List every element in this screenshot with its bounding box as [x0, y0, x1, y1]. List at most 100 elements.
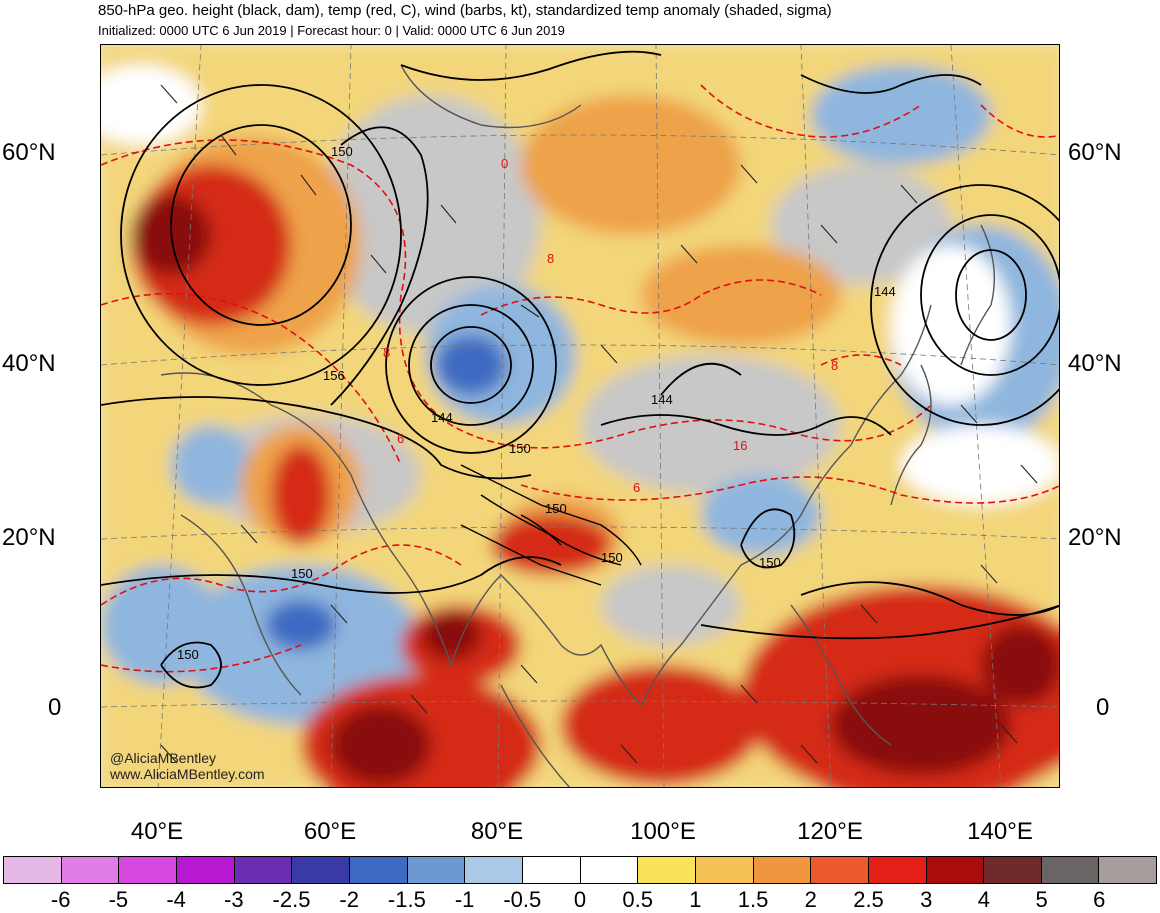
plateau-contours — [460, 464, 642, 586]
height-label: 150 — [759, 555, 781, 570]
colorbar-swatch — [1099, 857, 1157, 883]
colorbar-tick-label: 3 — [920, 887, 933, 912]
colorbar-swatch — [695, 857, 754, 883]
coastlines — [160, 64, 995, 787]
height-label: 150 — [177, 647, 199, 662]
shade-vhot-india — [421, 610, 481, 660]
colorbar-tick-label: -6 — [50, 887, 71, 912]
colorbar-swatch — [61, 857, 120, 883]
shade-neutral-ural — [321, 95, 541, 335]
temp-label: 8 — [831, 358, 838, 373]
colorbar-swatch — [349, 857, 408, 883]
lat-label-60n-left: 60°N — [2, 139, 56, 166]
temp-label: 8 — [383, 345, 390, 360]
shade-white-japan — [891, 245, 1011, 405]
colorbar-tick-label: -1 — [454, 887, 475, 912]
colorbar-swatch — [119, 857, 177, 883]
colorbar-tick-label: 6 — [1093, 887, 1106, 912]
colorbar-tick-label: -3 — [224, 887, 244, 912]
height-labels: 150 156 144 150 144 150 150 150 150 150 … — [177, 144, 896, 662]
colorbar-tick-label: 5 — [1035, 887, 1048, 912]
shade-hot-zagros — [271, 445, 331, 545]
colorbar-swatch — [4, 857, 62, 883]
colorbar-swatch — [926, 857, 985, 883]
height-label: 150 — [545, 501, 567, 516]
height-label: 150 — [331, 144, 353, 159]
lon-label-40e: 40°E — [130, 818, 184, 845]
colorbar-swatch — [407, 857, 466, 883]
shade-neutral-china — [581, 355, 841, 495]
shade-cool-africa — [101, 565, 221, 685]
colorbar-tick-label: -0.5 — [503, 887, 542, 912]
colorbar-tick-label: 0 — [573, 887, 587, 912]
lon-label-80e: 80°E — [470, 818, 524, 845]
map-panel: 150 156 144 150 144 150 150 150 150 150 … — [100, 44, 1060, 788]
colorbar-swatch — [638, 857, 696, 883]
colorbar-tick-label: 2 — [804, 887, 817, 912]
colorbar-tick-label: 0.5 — [622, 887, 653, 912]
height-label: 150 — [291, 566, 313, 581]
lat-label-20n-right: 20°N — [1068, 524, 1122, 551]
lat-label-40n-left: 40°N — [2, 350, 56, 377]
shade-vhot-ocean — [331, 705, 431, 785]
temp-label: 8 — [547, 251, 554, 266]
lat-label-eq-left: 0 — [48, 694, 62, 721]
colorbar-swatch — [1041, 857, 1100, 883]
colorbar-swatch — [465, 857, 523, 883]
shade-cold-core — [436, 335, 506, 395]
lon-label-140e: 140°E — [967, 818, 1033, 845]
chart-title: 850-hPa geo. height (black, dam), temp (… — [98, 2, 832, 19]
colorbar-tick-label: 2.5 — [853, 887, 884, 912]
shade-mid-mongolia — [641, 245, 841, 345]
colorbar-tick-label: 1 — [689, 887, 702, 912]
height-label: 156 — [323, 368, 345, 383]
chart-subtitle: Initialized: 0000 UTC 6 Jun 2019 | Forec… — [98, 23, 565, 38]
temp-label: 6 — [397, 431, 404, 446]
height-label: 150 — [509, 441, 531, 456]
lat-label-20n-left: 20°N — [2, 524, 56, 551]
graticule — [101, 45, 1059, 787]
colorbar-tick-label: -5 — [108, 887, 129, 912]
credit-website: www.AliciaMBentley.com — [110, 766, 265, 782]
shade-vhot-pacific-east — [981, 625, 1059, 705]
shade-hot-himalaya — [491, 515, 611, 575]
colorbar-swatch — [580, 857, 639, 883]
lat-label-eq-right: 0 — [1096, 694, 1110, 721]
wind-barbs — [160, 84, 1038, 764]
shade-white-pacific — [901, 425, 1059, 505]
lat-label-60n-right: 60°N — [1068, 139, 1122, 166]
height-label: 150 — [601, 550, 623, 565]
height-contours — [101, 50, 1059, 689]
shade-vhot-pacific — [831, 675, 1011, 775]
colorbar-tick-label: -2 — [339, 887, 359, 912]
temperature-contours — [101, 84, 1059, 673]
shade-white-arctic — [101, 65, 201, 145]
colorbar-tick-label: -1.5 — [387, 887, 426, 912]
shade-cold-arabia — [266, 600, 336, 650]
colorbar-swatch — [868, 857, 927, 883]
height-label: 144 — [874, 284, 896, 299]
lon-label-100e: 100°E — [630, 818, 696, 845]
colorbar-swatch — [176, 857, 235, 883]
temp-label: 6 — [633, 480, 640, 495]
anomaly-colorbar — [3, 856, 1157, 884]
shade-hot-malay — [561, 665, 761, 785]
temp-label: 0 — [501, 156, 508, 171]
colorbar-swatch — [984, 857, 1042, 883]
credit-handle: @AliciaMBentley — [110, 750, 217, 766]
temp-labels: 0 8 8 6 6 8 16 — [383, 156, 838, 495]
colorbar-swatch — [753, 857, 812, 883]
lon-label-120e: 120°E — [797, 818, 863, 845]
shade-neutral-siberia — [771, 165, 951, 285]
colorbar-tick-label: -4 — [166, 887, 186, 912]
shade-neutral-indochina — [601, 565, 741, 645]
anomaly-shading — [101, 45, 1059, 787]
colorbar-swatch — [234, 857, 293, 883]
colorbar-tick-label: 1.5 — [737, 887, 769, 912]
colorbar-swatch — [811, 857, 869, 883]
shade-cool-med — [171, 425, 251, 505]
lon-label-60e: 60°E — [303, 818, 357, 845]
colorbar-swatch — [292, 857, 350, 883]
height-label: 144 — [431, 410, 453, 425]
temp-label: 16 — [733, 438, 747, 453]
